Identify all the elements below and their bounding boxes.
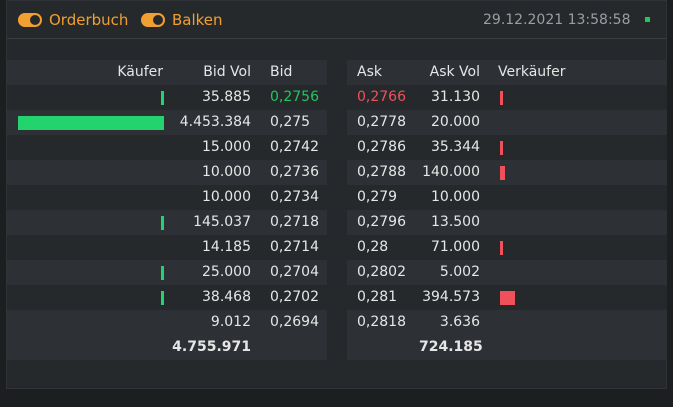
- bid-vol-cell: 10.000: [202, 164, 251, 180]
- ask-price-cell[interactable]: 0,2802: [357, 264, 406, 280]
- bid-row: 9.012 0,2694: [7, 310, 327, 335]
- ask-row: 0,2766 31.130: [347, 85, 667, 110]
- bid-price-cell[interactable]: 0,2714: [270, 239, 319, 255]
- ask-row: 0,2802 5.002: [347, 260, 667, 285]
- bid-vol-cell: 14.185: [202, 239, 251, 255]
- column-header-bid: Bid: [270, 64, 293, 80]
- ask-price-cell[interactable]: 0,2778: [357, 114, 406, 130]
- ask-price-cell[interactable]: 0,279: [357, 189, 398, 205]
- bid-row: 25.000 0,2704: [7, 260, 327, 285]
- seller-volume-bar: [500, 91, 503, 105]
- toggle-bars-label: Balken: [172, 11, 223, 29]
- panel-header: Orderbuch Balken 29.12.2021 13:58:58: [7, 1, 666, 39]
- bid-price-cell[interactable]: 0,2702: [270, 289, 319, 305]
- bid-price-cell[interactable]: 0,2694: [270, 314, 319, 330]
- seller-volume-bar: [500, 241, 503, 255]
- bid-row: 10.000 0,2734: [7, 185, 327, 210]
- toggle-bars[interactable]: Balken: [141, 12, 223, 28]
- ask-row: 0,28 71.000: [347, 235, 667, 260]
- buyer-volume-bar: [161, 291, 164, 305]
- ask-vol-cell: 10.000: [431, 189, 480, 205]
- ask-row: 0,2818 3.636: [347, 310, 667, 335]
- seller-volume-bar: [500, 291, 515, 305]
- buyer-volume-bar: [161, 91, 164, 105]
- bid-vol-cell: 9.012: [210, 314, 251, 330]
- ask-price-cell[interactable]: 0,2796: [357, 214, 406, 230]
- ask-header-row: Ask Ask Vol Verkäufer: [347, 60, 667, 85]
- ask-price-cell[interactable]: 0,281: [357, 289, 398, 305]
- ask-vol-cell: 5.002: [439, 264, 480, 280]
- ask-row: 0,2788 140.000: [347, 160, 667, 185]
- bid-vol-cell: 145.037: [193, 214, 251, 230]
- ask-vol-cell: 394.573: [422, 289, 480, 305]
- bid-vol-cell: 4.453.384: [179, 114, 251, 130]
- bid-vol-cell: 10.000: [202, 189, 251, 205]
- ask-vol-cell: 3.636: [439, 314, 480, 330]
- ask-vol-cell: 71.000: [431, 239, 480, 255]
- bid-vol-cell: 35.885: [202, 89, 251, 105]
- toggle-orderbook-label: Orderbuch: [49, 11, 129, 29]
- ask-side-table: Ask Ask Vol Verkäufer 0,2766 31.130 0,2778…: [347, 60, 667, 360]
- seller-volume-bar: [500, 166, 505, 180]
- buyer-volume-bar: [161, 266, 164, 280]
- bid-price-cell[interactable]: 0,275: [270, 114, 311, 130]
- bid-row: 14.185 0,2714: [7, 235, 327, 260]
- bid-vol-total: 4.755.971: [172, 339, 251, 355]
- bid-price-cell[interactable]: 0,2756: [270, 89, 319, 105]
- column-header-bid-vol: Bid Vol: [203, 64, 251, 80]
- bid-price-cell[interactable]: 0,2742: [270, 139, 319, 155]
- toggle-switch-icon[interactable]: [18, 13, 42, 27]
- ask-vol-cell: 13.500: [431, 214, 480, 230]
- ask-price-cell[interactable]: 0,2766: [357, 89, 406, 105]
- bid-row: 38.468 0,2702: [7, 285, 327, 310]
- ask-price-cell[interactable]: 0,2818: [357, 314, 406, 330]
- timestamp: 29.12.2021 13:58:58: [483, 12, 631, 28]
- bid-side-table: Käufer Bid Vol Bid 35.885 0,2756 4.453.384…: [7, 60, 327, 360]
- ask-row: 0,2796 13.500: [347, 210, 667, 235]
- bid-row: 4.453.384 0,275: [7, 110, 327, 135]
- seller-volume-bar: [500, 141, 503, 155]
- bid-row: 35.885 0,2756: [7, 85, 327, 110]
- column-header-ask-vol: Ask Vol: [429, 64, 480, 80]
- ask-vol-cell: 140.000: [422, 164, 480, 180]
- toggle-orderbook[interactable]: Orderbuch: [18, 12, 128, 28]
- ask-row: 0,2786 35.344: [347, 135, 667, 160]
- ask-vol-total: 724.185: [419, 339, 483, 355]
- ask-row: 0,281 394.573: [347, 285, 667, 310]
- bid-header-row: Käufer Bid Vol Bid: [7, 60, 327, 85]
- column-header-buyer: Käufer: [117, 64, 163, 80]
- bid-price-cell[interactable]: 0,2718: [270, 214, 319, 230]
- bid-vol-cell: 38.468: [202, 289, 251, 305]
- ask-vol-cell: 31.130: [431, 89, 480, 105]
- bid-row: 10.000 0,2736: [7, 160, 327, 185]
- buyer-volume-bar: [161, 216, 164, 230]
- buyer-volume-bar: [18, 116, 164, 130]
- bid-price-cell[interactable]: 0,2736: [270, 164, 319, 180]
- ask-vol-cell: 35.344: [431, 139, 480, 155]
- bid-price-cell[interactable]: 0,2734: [270, 189, 319, 205]
- column-header-seller: Verkäufer: [498, 64, 566, 80]
- bid-row: 145.037 0,2718: [7, 210, 327, 235]
- bid-row: 15.000 0,2742: [7, 135, 327, 160]
- bid-price-cell[interactable]: 0,2704: [270, 264, 319, 280]
- ask-price-cell[interactable]: 0,2786: [357, 139, 406, 155]
- bid-vol-cell: 15.000: [202, 139, 251, 155]
- ask-price-cell[interactable]: 0,28: [357, 239, 389, 255]
- ask-row: 0,2778 20.000: [347, 110, 667, 135]
- ask-price-cell[interactable]: 0,2788: [357, 164, 406, 180]
- status-dot-icon: [645, 17, 650, 22]
- ask-row: 0,279 10.000: [347, 185, 667, 210]
- column-header-ask: Ask: [357, 64, 382, 80]
- ask-vol-cell: 20.000: [431, 114, 480, 130]
- orderbook-panel: Orderbuch Balken 29.12.2021 13:58:58 Käu…: [6, 0, 667, 389]
- bid-total-row: 4.755.971: [7, 335, 327, 360]
- bid-vol-cell: 25.000: [202, 264, 251, 280]
- toggle-switch-icon[interactable]: [141, 13, 165, 27]
- ask-total-row: 724.185: [347, 335, 667, 360]
